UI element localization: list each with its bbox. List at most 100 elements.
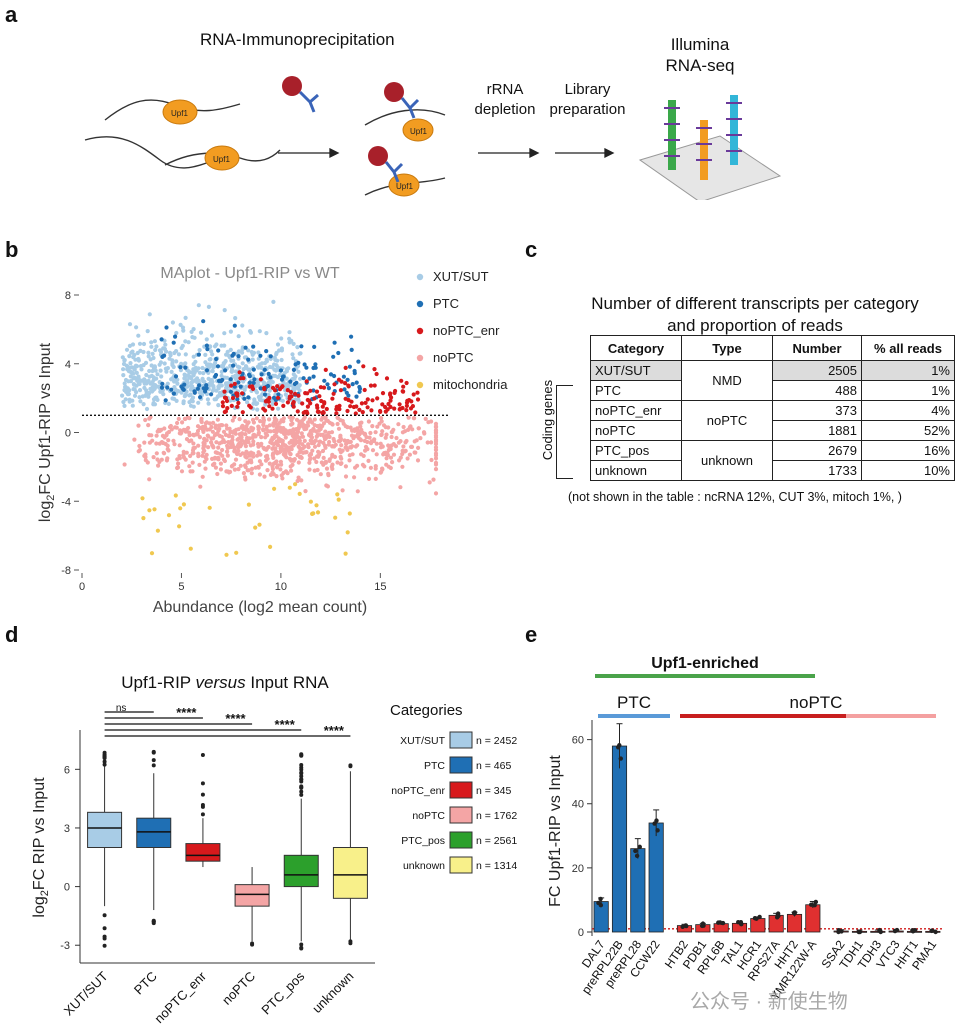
- ma-point: [178, 322, 183, 327]
- outlier-point: [299, 771, 304, 776]
- table-row: noPTC_enr noPTC 373 4%: [590, 400, 955, 441]
- ma-point: [251, 380, 256, 385]
- ma-point: [179, 345, 184, 351]
- ma-plot-title: MAplot - Upf1-RIP vs WT: [160, 265, 340, 282]
- ma-point: [357, 421, 363, 426]
- ma-point: [154, 433, 159, 438]
- ma-point: [147, 312, 152, 317]
- ma-point: [232, 415, 237, 420]
- ma-point: [145, 393, 150, 398]
- ma-point: [306, 445, 311, 450]
- ma-point: [407, 452, 412, 457]
- ma-point: [123, 397, 128, 402]
- outlier-point: [200, 752, 205, 757]
- ma-point: [210, 443, 215, 448]
- ma-point: [352, 371, 357, 376]
- ma-point: [383, 409, 388, 414]
- ma-point: [187, 375, 192, 380]
- ma-point: [199, 389, 204, 394]
- ma-point: [232, 323, 237, 328]
- ma-point: [339, 443, 344, 448]
- ma-point: [173, 374, 179, 379]
- box-5: [332, 763, 368, 946]
- ma-point: [139, 367, 144, 372]
- ma-point: [284, 367, 290, 372]
- ma-point: [241, 376, 246, 381]
- ma-point: [287, 330, 292, 335]
- ma-point: [132, 437, 137, 442]
- ma-point: [256, 425, 261, 430]
- ma-point: [317, 439, 322, 444]
- ma-point: [380, 444, 385, 449]
- box-4: [283, 752, 319, 951]
- ma-point: [191, 362, 196, 367]
- ma-point: [130, 398, 135, 403]
- ma-point: [178, 431, 183, 436]
- ma-point: [200, 376, 205, 381]
- box-3: [234, 867, 270, 947]
- ma-point: [229, 444, 234, 449]
- ma-point: [410, 404, 415, 409]
- ma-point: [261, 422, 266, 428]
- ma-point: [365, 397, 370, 402]
- ma-point: [206, 304, 211, 309]
- ma-point: [370, 424, 375, 429]
- ma-point: [130, 403, 135, 408]
- outlier-point: [299, 946, 304, 951]
- ma-point: [275, 395, 281, 400]
- ma-point: [292, 381, 297, 387]
- ma-point: [261, 445, 266, 450]
- ma-point: [271, 299, 276, 304]
- ma-point: [120, 393, 125, 398]
- x-tick-label: PTC_pos: [258, 968, 307, 1017]
- legend-count: n = 2452: [476, 735, 517, 747]
- ma-point: [134, 325, 139, 330]
- ma-point: [168, 423, 173, 429]
- ma-point: [253, 525, 258, 530]
- ma-point: [421, 430, 427, 435]
- ma-point: [272, 416, 277, 421]
- ma-point: [274, 430, 279, 435]
- table-row: PTC 488 1%: [590, 380, 955, 401]
- legend-count: n = 1762: [476, 810, 517, 822]
- ma-point: [335, 460, 340, 465]
- ma-point: [149, 344, 154, 349]
- ma-point: [168, 353, 173, 358]
- ma-point: [300, 401, 305, 406]
- ma-point: [285, 400, 290, 405]
- ma-point: [377, 421, 382, 426]
- ma-point: [229, 383, 234, 388]
- ma-point: [162, 346, 167, 352]
- ma-point: [204, 337, 209, 342]
- x-tick-label: 10: [275, 581, 287, 593]
- ma-point: [390, 460, 395, 465]
- legend-count: n = 2561: [476, 835, 517, 847]
- ma-point: [238, 376, 243, 381]
- ma-point: [169, 369, 174, 374]
- ma-point: [240, 423, 245, 428]
- ma-point: [149, 551, 155, 556]
- bar: [750, 918, 766, 933]
- ma-point: [336, 405, 341, 410]
- ma-point: [236, 467, 241, 472]
- ma-point: [383, 425, 388, 430]
- ma-point: [290, 415, 295, 420]
- ma-point: [174, 425, 179, 430]
- ma-point: [285, 471, 290, 476]
- ma-point: [206, 401, 211, 406]
- ma-point: [227, 426, 232, 431]
- ma-point: [403, 448, 408, 453]
- replicate-point: [933, 929, 938, 935]
- ma-point: [207, 357, 212, 362]
- upf1-label-4: Upf1: [396, 182, 413, 191]
- ma-point: [300, 434, 305, 439]
- ma-point: [181, 362, 186, 367]
- ma-point: [126, 379, 131, 384]
- box-0: [87, 750, 123, 948]
- bar-13: [851, 929, 868, 935]
- ma-point: [257, 394, 262, 399]
- ma-point: [404, 408, 409, 413]
- ma-point: [291, 372, 296, 377]
- ma-point: [433, 425, 439, 430]
- ma-point: [250, 357, 255, 362]
